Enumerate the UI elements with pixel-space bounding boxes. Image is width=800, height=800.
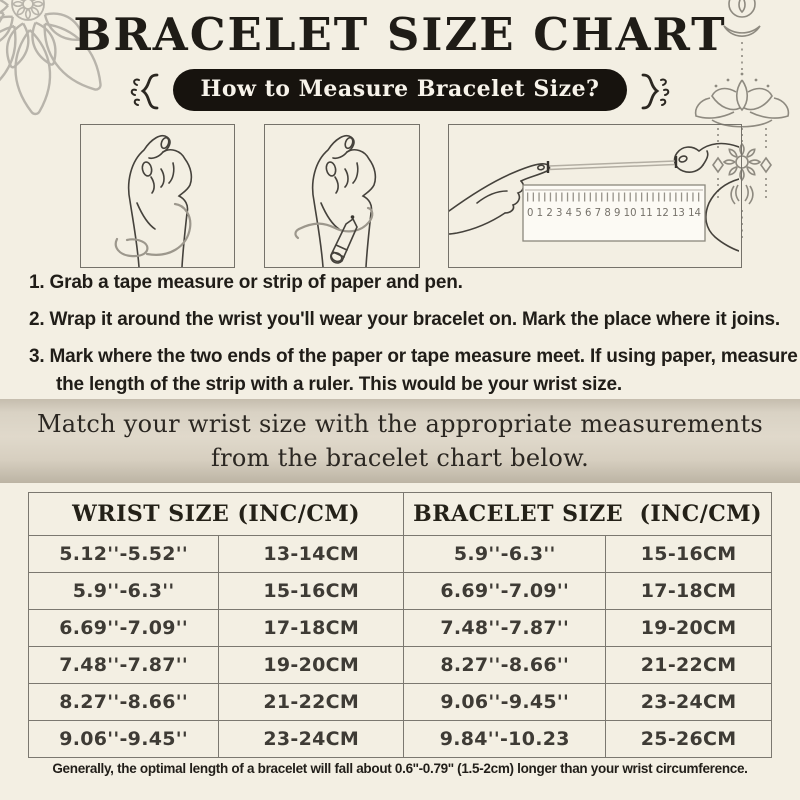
- page-title: BRACELET SIZE CHART: [73, 8, 727, 61]
- step-3-number: 3.: [29, 346, 45, 368]
- wrist-inches-cell: 6.69''-7.09'': [27, 609, 220, 647]
- measuring-steps: 1. Grab a tape measure or strip of paper…: [29, 269, 800, 408]
- table-row: 9.06''-9.45'' 23-24CM 9.84''-10.23 25-26…: [27, 720, 772, 758]
- ruler-numbers: 0 1 2 3 4 5 6 7 8 9 10 11 12 13 14: [527, 207, 701, 219]
- tape-line-drawing: [294, 206, 374, 240]
- wrist-inches-cell: 5.12''-5.52'': [27, 535, 220, 573]
- bracelet-cm-cell: 15-16CM: [605, 535, 772, 573]
- wrist-inches-cell: 9.06''-9.45'': [27, 720, 220, 758]
- left-squiggle-ornament-icon: [130, 73, 158, 110]
- wrist-size-header: WRIST SIZE (INC/CM): [27, 492, 405, 536]
- ruler-drawing: 0 1 2 3 4 5 6 7 8 9 10 11 12 13 14: [522, 184, 706, 242]
- step-1: 1. Grab a tape measure or strip of paper…: [29, 269, 800, 297]
- tape-loop-drawing: [114, 202, 192, 258]
- step-2-text: Wrap it around the wrist you'll wear you…: [49, 309, 781, 331]
- right-pinching-hand-drawing: [673, 142, 739, 252]
- badge-row: How to Measure Bracelet Size?: [0, 68, 800, 112]
- table-row: 6.69''-7.09'' 17-18CM 7.48''-7.87'' 19-2…: [27, 609, 772, 647]
- bracelet-cm-cell: 23-24CM: [605, 683, 772, 721]
- fist-hand-drawing: [311, 134, 377, 267]
- illustration-measure-ruler: 0 1 2 3 4 5 6 7 8 9 10 11 12 13 14: [448, 124, 742, 268]
- paper-strip-drawing: [546, 156, 678, 173]
- table-header-row: WRIST SIZE (INC/CM) BRACELET SIZE (INC/C…: [27, 492, 772, 536]
- bracelet-cm-cell: 17-18CM: [605, 572, 772, 610]
- table-row: 5.9''-6.3'' 15-16CM 6.69''-7.09'' 17-18C…: [27, 572, 772, 610]
- step-3-text: Mark where the two ends of the paper or …: [49, 346, 798, 396]
- match-size-banner: Match your wrist size with the appropria…: [0, 399, 800, 483]
- bracelet-inches-cell: 6.69''-7.09'': [403, 572, 607, 610]
- wrist-inches-cell: 8.27''-8.66'': [27, 683, 220, 721]
- wrist-cm-cell: 15-16CM: [218, 572, 405, 610]
- bracelet-cm-cell: 25-26CM: [605, 720, 772, 758]
- bracelet-cm-cell: 19-20CM: [605, 609, 772, 647]
- size-chart-table: WRIST SIZE (INC/CM) BRACELET SIZE (INC/C…: [27, 492, 772, 758]
- how-to-measure-badge: How to Measure Bracelet Size?: [172, 69, 628, 111]
- bracelet-inches-cell: 9.84''-10.23: [403, 720, 607, 758]
- bracelet-inches-cell: 8.27''-8.66'': [403, 646, 607, 684]
- step-2-number: 2.: [29, 309, 45, 331]
- bracelet-inches-cell: 7.48''-7.87'': [403, 609, 607, 647]
- bracelet-inches-cell: 9.06''-9.45'': [403, 683, 607, 721]
- wrist-inches-cell: 5.9''-6.3'': [27, 572, 220, 610]
- table-row: 8.27''-8.66'' 21-22CM 9.06''-9.45'' 23-2…: [27, 683, 772, 721]
- banner-text: Match your wrist size with the appropria…: [36, 409, 764, 472]
- optimal-length-note: Generally, the optimal length of a brace…: [52, 761, 748, 776]
- wrist-cm-cell: 17-18CM: [218, 609, 405, 647]
- bracelet-size-header: BRACELET SIZE (INC/CM): [403, 492, 772, 536]
- step-2: 2. Wrap it around the wrist you'll wear …: [29, 306, 800, 334]
- wrist-inches-cell: 7.48''-7.87'': [27, 646, 220, 684]
- bracelet-inches-cell: 5.9''-6.3'': [403, 535, 607, 573]
- wrist-cm-cell: 13-14CM: [218, 535, 405, 573]
- fist-hand-drawing: [127, 134, 193, 267]
- table-row: 7.48''-7.87'' 19-20CM 8.27''-8.66'' 21-2…: [27, 646, 772, 684]
- wrist-cm-cell: 19-20CM: [218, 646, 405, 684]
- pen-drawing: [330, 215, 358, 264]
- wrist-cm-cell: 23-24CM: [218, 720, 405, 758]
- step-1-text: Grab a tape measure or strip of paper an…: [49, 272, 463, 293]
- bracelet-cm-cell: 21-22CM: [605, 646, 772, 684]
- right-squiggle-ornament-icon: [642, 73, 670, 110]
- step-3: 3. Mark where the two ends of the paper …: [29, 343, 800, 399]
- illustration-mark-wrist: [264, 124, 420, 268]
- table-row: 5.12''-5.52'' 13-14CM 5.9''-6.3'' 15-16C…: [27, 535, 772, 573]
- step-1-number: 1.: [29, 272, 45, 293]
- illustration-wrap-tape: [80, 124, 235, 268]
- wrist-cm-cell: 21-22CM: [218, 683, 405, 721]
